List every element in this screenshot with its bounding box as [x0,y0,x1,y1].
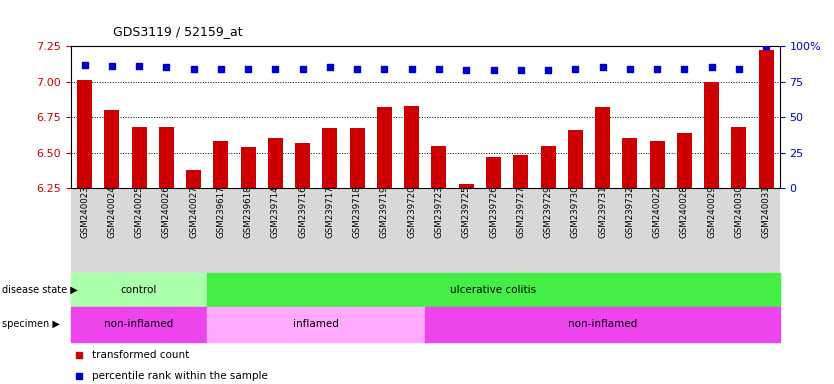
Bar [404,106,420,188]
Bar [241,147,255,188]
Point [296,66,309,72]
Bar [704,81,719,188]
Bar [513,156,528,188]
Bar [425,307,780,342]
Bar [207,307,425,342]
Bar [186,170,201,188]
Bar [540,146,555,188]
Bar [132,127,147,188]
Text: disease state ▶: disease state ▶ [2,285,78,295]
Point [460,67,473,73]
Text: non-inflamed: non-inflamed [104,319,173,329]
Point [214,66,228,72]
Bar [568,130,583,188]
Bar [650,141,665,188]
Point [187,66,200,72]
Bar [759,50,774,188]
Point [760,43,773,49]
Point [324,64,337,70]
Bar [349,129,364,188]
Bar [595,107,610,188]
Bar [207,273,780,307]
Bar [486,157,501,188]
Point [133,63,146,69]
Point [541,67,555,73]
Point [595,64,609,70]
Bar [268,139,283,188]
Bar [295,143,310,188]
Point [378,66,391,72]
Point [651,66,664,72]
Point [78,61,91,68]
Bar [323,129,338,188]
Bar [377,107,392,188]
Bar [622,139,637,188]
Point [432,66,445,72]
Point [623,66,636,72]
Bar [71,273,207,307]
Point [405,66,419,72]
Bar [677,133,692,188]
Text: non-inflamed: non-inflamed [568,319,637,329]
Bar [104,110,119,188]
Bar [158,127,173,188]
Point [514,67,527,73]
Point [678,66,691,72]
Text: specimen ▶: specimen ▶ [2,319,59,329]
Point [705,64,718,70]
Text: GDS3119 / 52159_at: GDS3119 / 52159_at [113,25,242,38]
Point [569,66,582,72]
Point [159,64,173,70]
Text: control: control [121,285,158,295]
Bar [71,307,207,342]
Point [105,63,118,69]
Text: transformed count: transformed count [92,350,189,360]
Bar [459,184,474,188]
Point [350,66,364,72]
Text: ulcerative colitis: ulcerative colitis [450,285,536,295]
Point [487,67,500,73]
Bar [431,146,446,188]
Point [269,66,282,72]
Bar [214,141,229,188]
Point [732,66,746,72]
Bar [731,127,746,188]
Point [242,66,255,72]
Bar [77,80,92,188]
Text: inflamed: inflamed [294,319,339,329]
Text: percentile rank within the sample: percentile rank within the sample [92,371,268,381]
